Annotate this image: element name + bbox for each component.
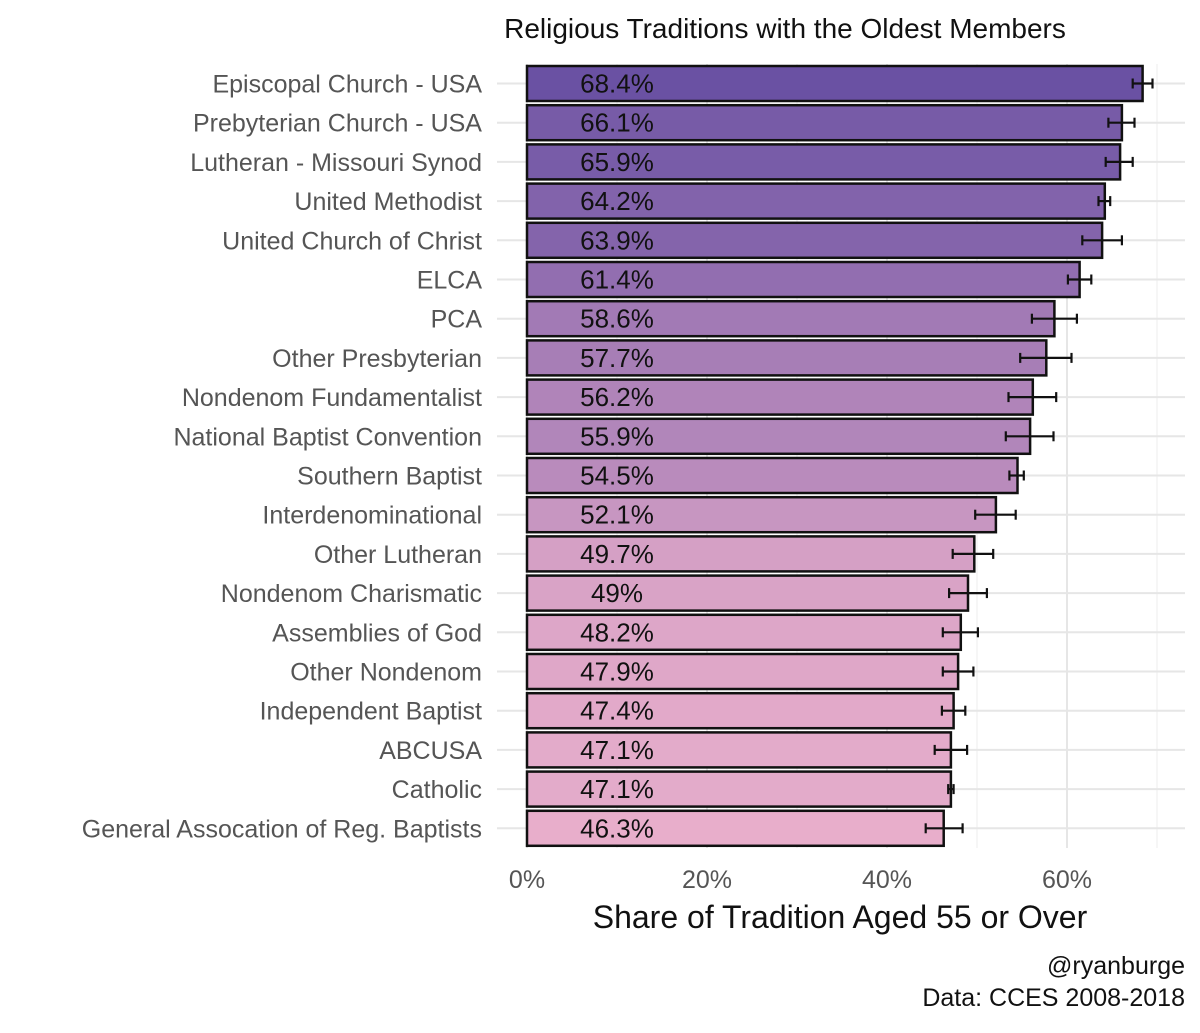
bar <box>525 378 1035 416</box>
category-label: Nondenom Fundamentalist <box>182 384 482 412</box>
bar <box>525 417 1032 456</box>
error-bars <box>924 78 1154 834</box>
value-label: 56.2% <box>580 382 654 412</box>
bar <box>525 64 1144 103</box>
category-label: Southern Baptist <box>297 463 482 491</box>
bar <box>525 691 955 730</box>
bar <box>525 260 1081 299</box>
value-label: 65.9% <box>580 147 654 177</box>
bar <box>525 143 1122 181</box>
value-label: 47.9% <box>580 657 654 687</box>
value-label: 49% <box>591 578 643 608</box>
category-label: PCA <box>431 306 483 334</box>
caption-source: Data: CCES 2008-2018 <box>922 984 1185 1012</box>
category-label: National Baptist Convention <box>173 423 482 451</box>
category-label: ABCUSA <box>379 737 482 765</box>
chart-title: Religious Traditions with the Oldest Mem… <box>504 13 1066 44</box>
category-label: Other Presbyterian <box>272 345 482 373</box>
x-tick-label: 0% <box>509 866 545 894</box>
bars <box>525 64 1144 848</box>
value-label: 64.2% <box>580 186 654 216</box>
labels: 0% 20% 40% 60% 68.4% Episcopal Church - USA 66… <box>82 69 1092 895</box>
bar <box>525 574 970 612</box>
value-label: 54.5% <box>580 461 654 491</box>
category-label: Catholic <box>392 776 482 804</box>
value-label: 47.1% <box>580 735 654 765</box>
category-label: Other Nondenom <box>290 659 482 687</box>
category-label: Independent Baptist <box>260 698 482 726</box>
bar <box>525 652 960 691</box>
value-label: 52.1% <box>580 500 654 530</box>
category-label: United Methodist <box>294 188 482 216</box>
value-label: 68.4% <box>580 69 654 99</box>
bar <box>525 182 1107 220</box>
bar <box>525 731 953 769</box>
value-label: 49.7% <box>580 539 654 569</box>
category-label: General Assocation of Reg. Baptists <box>82 815 482 843</box>
value-label: 55.9% <box>580 421 654 451</box>
bar <box>525 103 1124 142</box>
bar <box>525 339 1048 377</box>
bar <box>525 221 1104 260</box>
category-label: Prebyterian Church - USA <box>193 110 482 138</box>
category-label: Episcopal Church - USA <box>212 71 482 99</box>
value-label: 61.4% <box>580 265 654 295</box>
x-tick-label: 20% <box>682 866 732 894</box>
category-label: Nondenom Charismatic <box>221 580 482 608</box>
category-label: ELCA <box>417 267 483 295</box>
bar <box>525 456 1019 495</box>
category-label: Assemblies of God <box>272 619 482 647</box>
x-tick-label: 40% <box>862 866 912 894</box>
value-label: 57.7% <box>580 343 654 373</box>
grid-lines <box>497 64 1185 848</box>
value-label: 58.6% <box>580 304 654 334</box>
value-label: 48.2% <box>580 617 654 647</box>
value-label: 66.1% <box>580 108 654 138</box>
value-label: 47.4% <box>580 696 654 726</box>
bar <box>525 613 963 652</box>
bar <box>525 809 945 848</box>
x-axis-title: Share of Tradition Aged 55 or Over <box>593 899 1088 935</box>
caption-handle: @ryanburge <box>1047 952 1185 980</box>
category-label: Other Lutheran <box>314 541 482 569</box>
x-tick-label: 60% <box>1042 866 1092 894</box>
value-label: 63.9% <box>580 225 654 255</box>
category-label: Interdenominational <box>262 502 482 530</box>
category-label: Lutheran - Missouri Synod <box>190 149 482 177</box>
value-label: 46.3% <box>580 813 654 843</box>
category-label: United Church of Christ <box>222 227 482 255</box>
value-label: 47.1% <box>580 774 654 804</box>
